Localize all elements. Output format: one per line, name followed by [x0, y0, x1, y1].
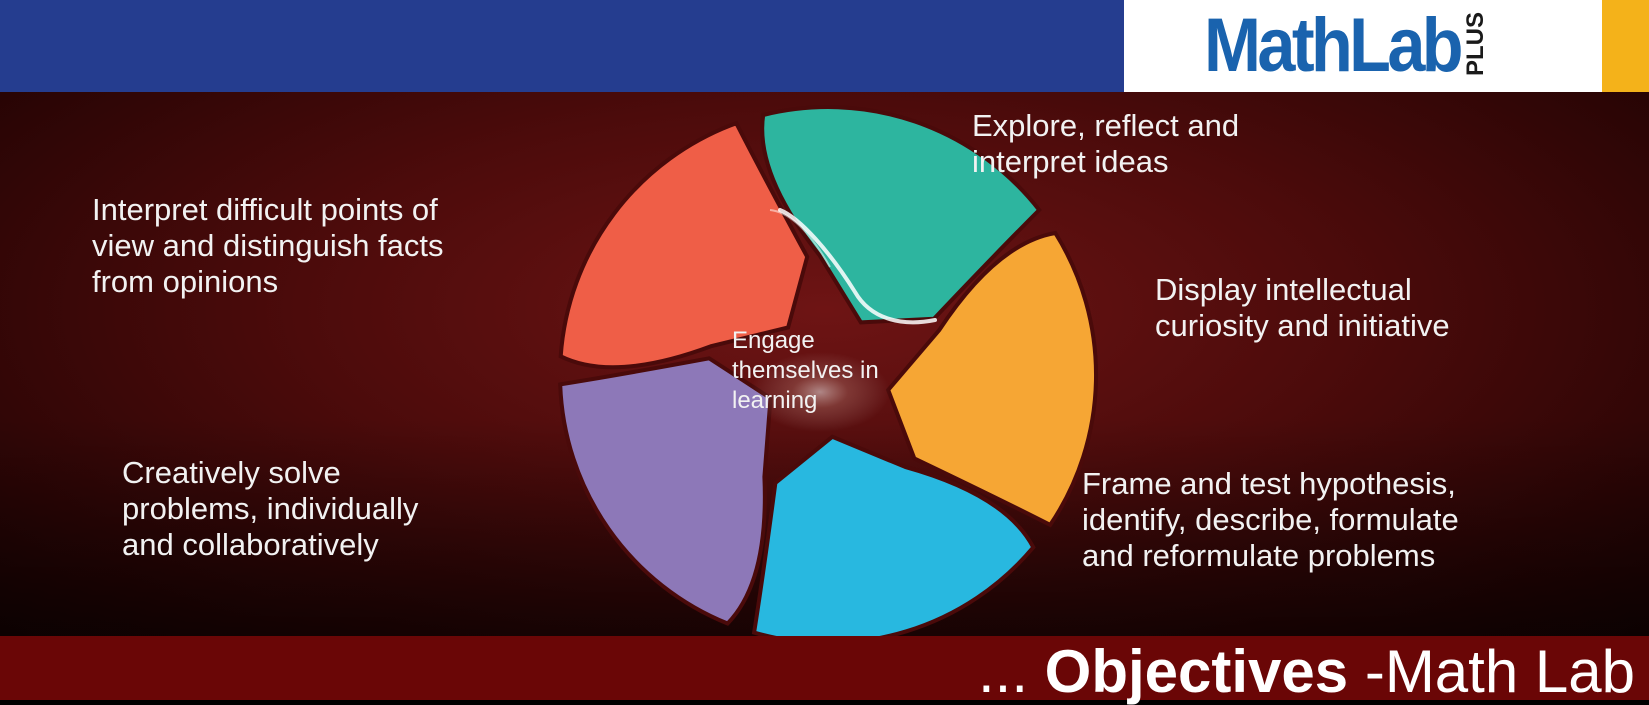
highlight-streak — [778, 208, 937, 325]
header-bar: MathLab PLUS — [0, 0, 1649, 92]
highlight-streak-2 — [769, 209, 831, 268]
segment-red — [558, 120, 810, 370]
label-creatively: Creatively solve problems, individually … — [122, 455, 419, 562]
label-explore: Explore, reflect and interpret ideas — [972, 108, 1240, 179]
logo-plus-text: PLUS — [1462, 12, 1490, 77]
footer-title-rest: -Math Lab — [1348, 638, 1635, 705]
center-glow — [750, 352, 890, 432]
center-label: Engage themselves in learning — [732, 327, 879, 414]
header-blue-band — [0, 0, 1124, 92]
segment-blue — [751, 434, 1036, 636]
segment-teal — [760, 105, 1042, 325]
cycle-diagram — [558, 105, 1099, 636]
footer-title-bold: Objectives — [1044, 638, 1349, 705]
footer-dots: ... — [977, 638, 1045, 705]
label-hypothesis: Frame and test hypothesis, identify, des… — [1082, 466, 1459, 573]
diagram-stage: Explore, reflect and interpret ideas Dis… — [0, 92, 1649, 636]
footer-title: ... Objectives -Math Lab — [978, 642, 1635, 702]
header-gold-band — [1602, 0, 1649, 92]
logo-text: MathLab — [1204, 3, 1464, 88]
label-interpret: Interpret difficult points of view and d… — [92, 192, 444, 299]
label-curiosity: Display intellectual curiosity and initi… — [1155, 272, 1450, 343]
segment-purple — [558, 356, 773, 626]
footer-bar: ... Objectives -Math Lab — [0, 636, 1649, 702]
segment-orange — [885, 230, 1099, 528]
mathlab-logo: MathLab PLUS — [1204, 3, 1490, 88]
